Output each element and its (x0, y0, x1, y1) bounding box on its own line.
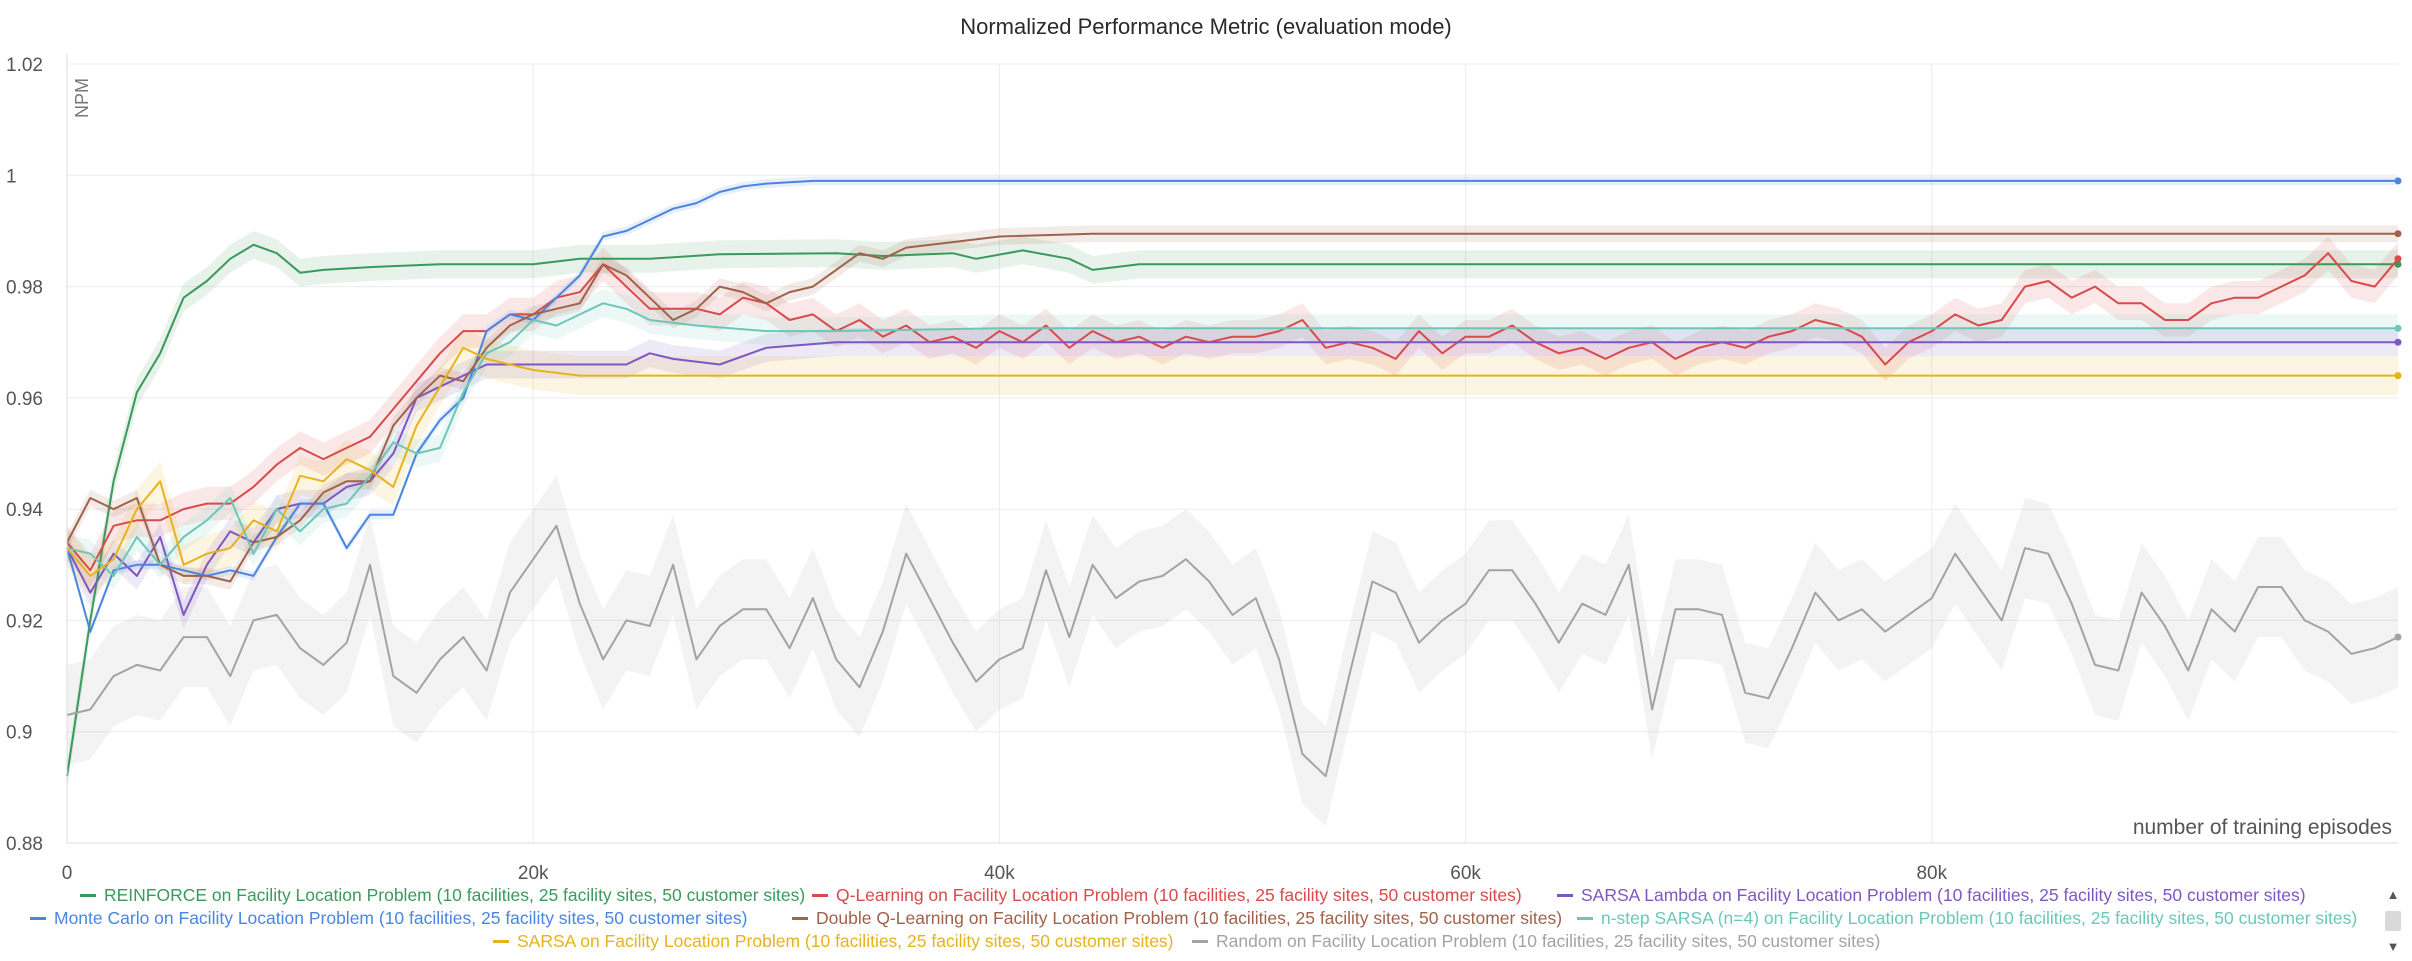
series-band-7 (67, 475, 2398, 827)
legend: REINFORCE on Facility Location Problem (… (0, 882, 2370, 958)
legend-label: Monte Carlo on Facility Location Problem… (54, 908, 748, 928)
legend-item[interactable]: Double Q-Learning on Facility Location P… (792, 908, 1562, 929)
y-tick-label: 0.92 (6, 611, 43, 632)
series-endpoint-7 (2394, 633, 2402, 641)
legend-item[interactable]: REINFORCE on Facility Location Problem (… (80, 885, 805, 906)
legend-item[interactable]: n-step SARSA (n=4) on Facility Location … (1577, 908, 2357, 929)
series-line-5 (66, 302, 2398, 577)
legend-label: SARSA on Facility Location Problem (10 f… (517, 931, 1174, 951)
grid-layer (67, 63, 2398, 844)
scroll-thumb[interactable] (2385, 911, 2401, 931)
legend-swatch (792, 917, 808, 920)
legend-item[interactable]: Random on Facility Location Problem (10 … (1192, 931, 1880, 952)
y-tick-label: 0.96 (6, 389, 43, 410)
series-band-1 (67, 236, 2398, 587)
legend-label: SARSA Lambda on Facility Location Proble… (1581, 885, 2306, 905)
legend-swatch (493, 940, 509, 943)
legend-swatch (30, 917, 46, 920)
series-endpoint-3 (2394, 177, 2402, 185)
x-tick-label: 40k (984, 863, 1015, 880)
legend-swatch (80, 894, 96, 897)
legend-label: Q-Learning on Facility Location Problem … (836, 885, 1522, 905)
y-tick-label: 1 (6, 166, 17, 187)
legend-label: REINFORCE on Facility Location Problem (… (104, 885, 806, 905)
series-endpoint-6 (2394, 372, 2402, 380)
series-band-6 (67, 328, 2398, 596)
series-line-0 (66, 243, 2398, 777)
series-endpoint-5 (2394, 324, 2402, 332)
legend-label: Random on Facility Location Problem (10 … (1216, 931, 1881, 951)
axis-layer: 0.88 0.9 0.92 0.94 0.96 0.98 1 1.02 0 20k 40k 60k 80… (6, 54, 2398, 880)
x-tick-label: 60k (1450, 863, 1481, 880)
chart-title: Normalized Performance Metric (evaluatio… (960, 14, 1452, 39)
legend-swatch (1192, 940, 1208, 943)
series-line-7 (66, 524, 2399, 778)
legend-swatch (1557, 894, 1573, 897)
scroll-down-icon[interactable]: ▼ (2386, 939, 2400, 954)
scroll-up-icon[interactable]: ▲ (2386, 887, 2400, 902)
legend-swatch (812, 894, 828, 897)
series-endpoint-1 (2394, 255, 2402, 263)
series-line-1 (66, 252, 2399, 572)
legend-label: n-step SARSA (n=4) on Facility Location … (1601, 908, 2358, 928)
band-layer (67, 176, 2398, 827)
legend-item[interactable]: SARSA Lambda on Facility Location Proble… (1557, 885, 2306, 906)
series-line-4 (66, 232, 2398, 583)
legend-swatch (1577, 917, 1593, 920)
x-axis-label: number of training episodes (2133, 816, 2392, 839)
x-tick-label: 80k (1916, 863, 1947, 880)
x-tick-label: 0 (62, 863, 73, 880)
legend-item[interactable]: Monte Carlo on Facility Location Problem… (30, 908, 747, 929)
line-chart: 0.88 0.9 0.92 0.94 0.96 0.98 1 1.02 0 20k 40k 60k 80… (6, 54, 2402, 880)
y-axis-label: NPM (72, 78, 92, 118)
legend-item[interactable]: Q-Learning on Facility Location Problem … (812, 885, 1522, 906)
legend-label: Double Q-Learning on Facility Location P… (816, 908, 1563, 928)
y-tick-label: 1.02 (6, 55, 43, 76)
y-tick-label: 0.88 (6, 834, 43, 855)
legend-scroller[interactable]: ▲ ▼ (2382, 887, 2404, 955)
y-tick-label: 0.9 (6, 723, 32, 744)
x-tick-label: 20k (518, 863, 549, 880)
series-endpoint-0 (2394, 260, 2402, 268)
y-tick-label: 0.98 (6, 278, 43, 299)
line-layer (66, 177, 2402, 778)
series-endpoint-2 (2394, 338, 2402, 346)
series-endpoint-4 (2394, 230, 2402, 238)
series-line-6 (66, 346, 2398, 577)
legend-item[interactable]: SARSA on Facility Location Problem (10 f… (493, 931, 1174, 952)
y-tick-label: 0.94 (6, 500, 43, 521)
